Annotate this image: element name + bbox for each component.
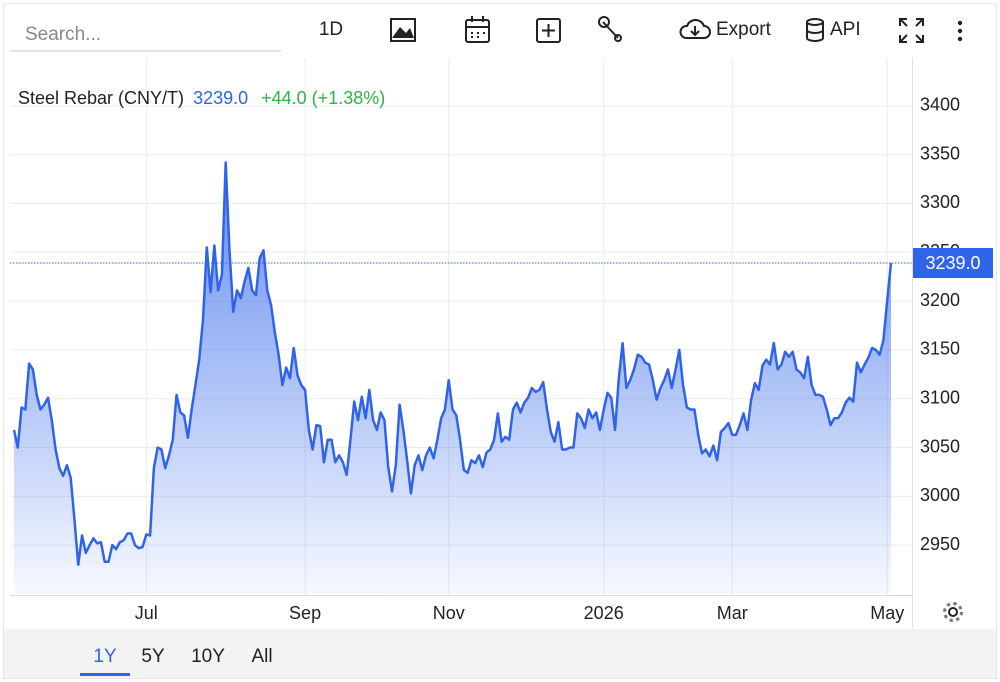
last-price: 3239.0 [193, 88, 248, 108]
x-tick-label: Sep [289, 603, 321, 623]
range-tab[interactable]: 10Y [191, 646, 225, 667]
fullscreen-button[interactable] [899, 18, 924, 43]
y-tick-label: 3350 [920, 143, 960, 163]
interval-button[interactable]: 1D [319, 19, 343, 40]
area [14, 162, 891, 594]
settings-button[interactable] [943, 602, 963, 622]
api-button[interactable] [806, 18, 824, 42]
x-tick-label: Jul [135, 603, 158, 623]
tools-button[interactable] [598, 16, 622, 42]
export-label[interactable]: Export [716, 19, 772, 40]
y-tick-label: 3050 [920, 436, 960, 456]
search-input[interactable]: Search... [25, 24, 101, 45]
last-price-tag-label: 3239.0 [925, 253, 980, 273]
range-bar [4, 629, 996, 678]
last-price-tag [913, 248, 993, 279]
x-tick-label: 2026 [584, 603, 624, 623]
calendar-button[interactable] [465, 16, 490, 43]
add-button[interactable] [536, 18, 561, 43]
y-tick-label: 3100 [920, 387, 960, 407]
y-tick-label: 3150 [920, 339, 960, 359]
y-tick-label: 3200 [920, 290, 960, 310]
range-tab[interactable]: All [251, 646, 272, 667]
chart-type-button[interactable] [390, 18, 416, 42]
y-tick-label: 3300 [920, 192, 960, 212]
range-tabs: 1Y 5Y 10Y All [80, 646, 273, 676]
y-tick-label: 3400 [920, 95, 960, 115]
api-label[interactable]: API [830, 19, 861, 40]
active-tab-underline [80, 673, 130, 676]
more-button[interactable] [957, 20, 963, 42]
range-tab[interactable]: 1Y [93, 646, 117, 667]
plot [10, 161, 912, 594]
chart-header: Steel Rebar (CNY/T) 3239.0 +44.0 (+1.38%… [18, 88, 385, 108]
y-tick-label: 3000 [920, 485, 960, 505]
chart-title: Steel Rebar (CNY/T) [18, 88, 184, 108]
range-tab[interactable]: 5Y [141, 646, 165, 667]
x-tick-label: May [870, 603, 904, 623]
price-line [12, 161, 893, 566]
price-change: +44.0 (+1.38%) [261, 88, 385, 108]
y-tick-label: 2950 [920, 534, 960, 554]
export-button[interactable] [679, 19, 711, 39]
x-tick-label: Nov [433, 603, 465, 623]
x-tick-label: Mar [717, 603, 748, 623]
